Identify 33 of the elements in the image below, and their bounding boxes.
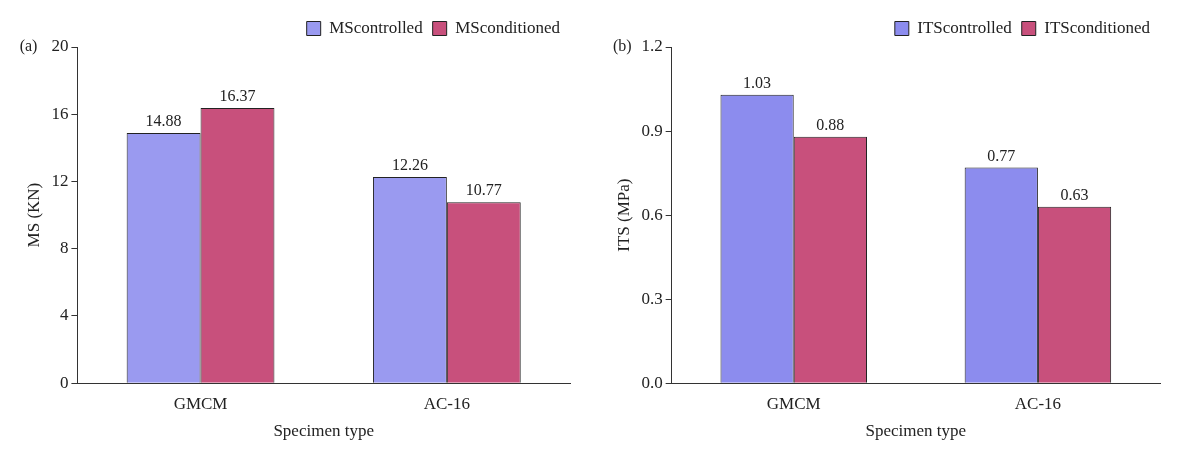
x-tick-label: AC-16 <box>423 393 470 413</box>
data-label: 10.77 <box>465 181 502 199</box>
y-tick-label: 16 <box>51 103 69 123</box>
x-tick-label: GMCM <box>173 393 228 413</box>
data-label: 0.77 <box>987 146 1016 164</box>
y-tick-label: 0.3 <box>641 288 663 308</box>
text: (b) <box>612 37 632 56</box>
data-label: 16.37 <box>219 87 256 105</box>
y-tick-label: 0.6 <box>641 204 663 224</box>
y-axis-title: ITS (MPa) <box>613 178 633 252</box>
x-tick-label: GMCM <box>766 393 821 413</box>
x-tick-label: AC-16 <box>1014 393 1062 413</box>
legend-label: ITScontrolled <box>917 17 1013 37</box>
y-tick-label: 1.2 <box>641 36 663 56</box>
legend-label: MSconditioned <box>455 17 561 37</box>
data-label: 1.03 <box>743 73 772 91</box>
legend-label: MScontrolled <box>329 17 424 37</box>
y-tick-label: 8 <box>59 238 69 258</box>
y-tick-label: 0.9 <box>641 120 663 140</box>
data-label: 0.63 <box>1060 185 1089 203</box>
y-tick-label: 4 <box>59 305 69 325</box>
y-tick-label: 0 <box>59 372 69 392</box>
y-axis-title: MS (KN) <box>23 182 43 248</box>
y-tick-label: 0.0 <box>641 372 663 392</box>
data-label: 14.88 <box>145 112 182 130</box>
data-label: 12.26 <box>391 156 428 174</box>
y-tick-label: 20 <box>51 36 69 56</box>
x-axis-title: Specimen type <box>273 421 374 441</box>
legend-label: ITSconditioned <box>1044 17 1151 37</box>
y-tick-label: 12 <box>51 170 69 190</box>
data-label: 0.88 <box>816 115 845 133</box>
x-axis-title: Specimen type <box>865 421 967 441</box>
text: (a) <box>19 37 38 56</box>
